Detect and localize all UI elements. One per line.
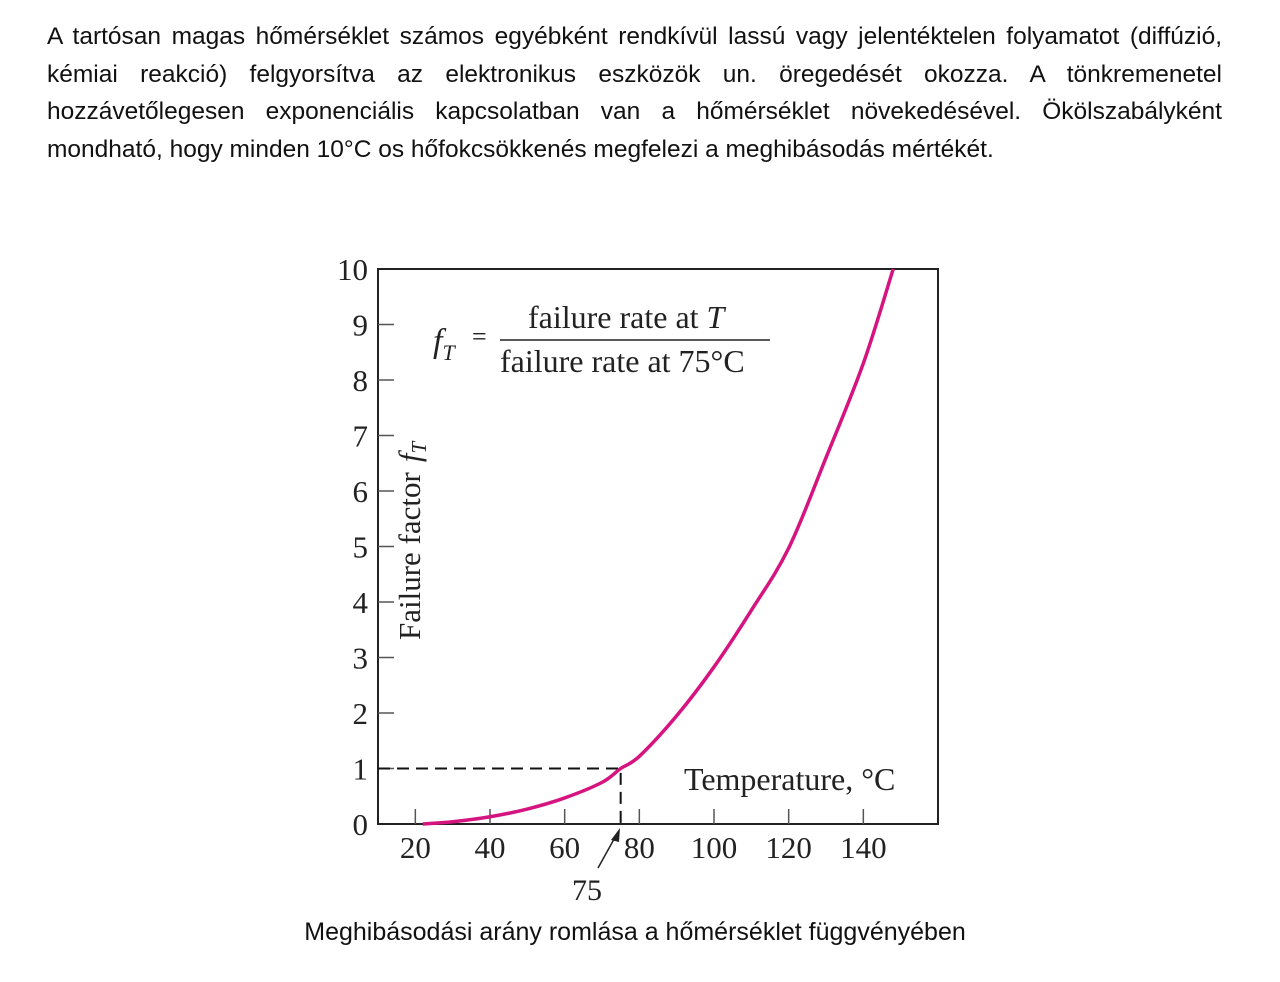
y-tick-label: 3	[353, 641, 369, 676]
y-tick-label: 1	[353, 752, 369, 787]
x-tick-label: 80	[624, 830, 655, 865]
formula-equals: =	[472, 322, 487, 351]
x-tick-label: 100	[691, 830, 738, 865]
reference-x-label: 75	[572, 874, 602, 907]
x-axis-label: Temperature, °C	[684, 761, 895, 797]
reference-arrowhead	[611, 828, 620, 842]
y-tick-label: 8	[353, 363, 369, 398]
reference-dashed-line	[378, 767, 622, 824]
y-tick-label: 2	[353, 696, 369, 731]
x-tick-label: 140	[840, 830, 887, 865]
x-tick-label: 60	[549, 830, 580, 865]
x-tick-label: 120	[765, 830, 812, 865]
y-tick-label: 5	[353, 530, 369, 565]
y-tick-label: 10	[337, 252, 368, 287]
figure-caption: Meghibásodási arány romlása a hőmérsékle…	[304, 918, 966, 946]
formula-numerator: failure rate at T	[528, 299, 727, 335]
y-tick-label: 9	[353, 308, 369, 343]
y-tick-label: 7	[353, 419, 369, 454]
body-paragraph: A tartósan magas hőmérséklet számos egyé…	[47, 23, 1222, 164]
y-tick-label: 6	[353, 474, 369, 509]
formula-denominator: failure rate at 75°C	[500, 343, 745, 379]
y-tick-label: 4	[353, 585, 369, 620]
x-tick-label: 20	[400, 830, 431, 865]
formula: fT = failure rate at T failure rate at 7…	[433, 299, 770, 379]
x-tick-label: 40	[475, 830, 506, 865]
y-axis-label: Failure factorfT	[392, 441, 431, 640]
y-tick-label: 0	[353, 807, 369, 842]
formula-lhs: fT	[433, 323, 456, 365]
